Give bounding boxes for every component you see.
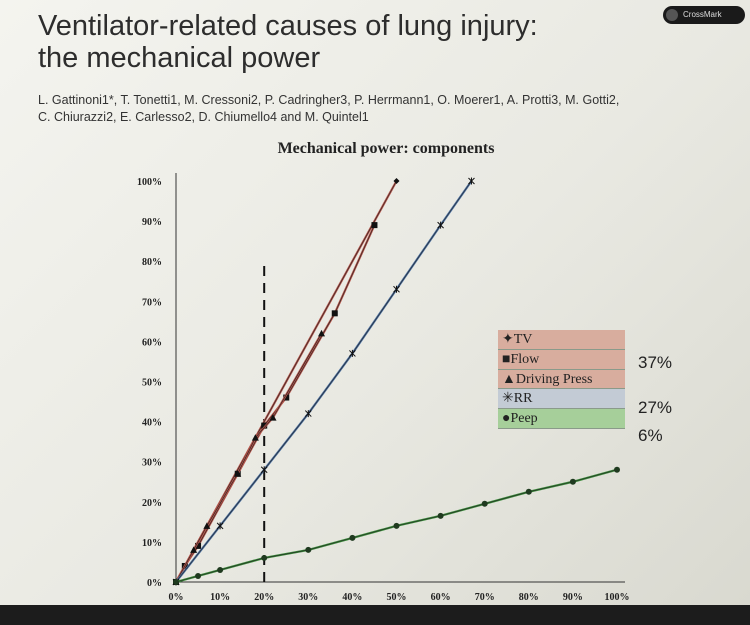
legend-label: Flow [510,351,540,367]
percentage-red-group: 37% [638,353,673,372]
legend-label: TV [513,332,533,347]
y-tick-label: 80% [142,257,162,268]
data-point-peep [481,500,488,507]
data-point-rr [468,177,475,185]
y-tick-label: 20% [142,498,162,509]
data-point-flow [283,394,290,401]
data-point-driving-press [269,414,277,421]
data-point-driving-press [318,329,326,337]
data-point-peep [393,522,400,529]
y-tick-label: 40% [142,418,162,429]
data-point-flow [261,422,268,429]
x-tick-label: 0% [169,592,184,603]
series-core-rr [175,180,472,583]
x-tick-label: 50% [387,592,407,603]
legend-label: Peep [510,411,538,427]
title-line-1: Ventilator-related causes of lung injury… [38,10,538,42]
y-tick-label: 50% [142,378,162,389]
slide: Ventilator-related causes of lung injury… [0,0,750,605]
crossmark-logo[interactable]: CrossMark [663,6,745,24]
legend-entry-tv: ✦TV [498,330,625,350]
data-point-rr [437,221,444,229]
crossmark-icon [666,9,678,21]
x-tick-label: 80% [519,592,539,603]
data-point-peep [525,488,532,495]
legend-entry-rr: ✳RR [498,389,625,410]
legend-bullet: ● [502,411,511,427]
legend-bullet: ✦ [502,332,514,347]
y-tick-label: 100% [137,177,162,188]
x-tick-label: 20% [254,592,274,603]
legend-label: RR [513,391,533,407]
data-point-rr [349,349,356,357]
author-list: L. Gattinoni1*, T. Tonetti1, M. Cressoni… [38,92,688,126]
data-point-driving-press [190,546,198,553]
legend-bullet: ■ [502,351,511,367]
data-point-peep [173,579,179,585]
y-tick-label: 30% [142,458,162,469]
percentage-rr: 27% [638,398,673,417]
x-tick-label: 70% [475,592,495,603]
x-tick-label: 40% [342,592,362,603]
data-point-peep [569,478,576,485]
data-point-flow [331,310,338,317]
data-point-driving-press [251,434,259,441]
data-point-driving-press [203,522,211,529]
data-point-peep [349,534,356,541]
screen-bezel [0,605,750,625]
chart-legend: ✦TV ■Flow ▲Driving Press ✳RR ●Peep [498,330,625,449]
legend-entry-driving-press: ▲Driving Press [498,369,625,390]
x-tick-label: 30% [298,592,318,603]
authors-line-2: C. Chiurazzi2, E. Carlesso2, D. Chiumell… [38,110,369,124]
data-point-rr [260,466,268,474]
data-point-rr [216,522,224,530]
y-tick-label: 0% [147,578,162,589]
percentage-peep: 6% [638,426,663,445]
data-point-flow [371,222,378,229]
data-point-peep [261,554,268,561]
legend-entry-peep: ●Peep [498,409,625,429]
legend-bullet: ▲ [502,371,516,387]
data-point-peep [437,512,444,519]
y-tick-label: 90% [142,217,162,228]
data-point-rr [393,285,400,293]
data-point-peep [305,546,312,553]
mechanical-power-chart: Mechanical power: components 0% 10% 20% 30% 4… [137,140,630,603]
x-tick-label: 60% [431,592,451,603]
series-line-rr [175,180,473,583]
legend-label: Driving Press [515,371,593,387]
y-tick-label: 10% [142,538,162,549]
data-point-driving-press [234,470,242,477]
title-line-2: the mechanical power [38,42,321,74]
data-point-peep [217,566,224,573]
chart-title: Mechanical power: components [278,140,495,157]
x-tick-label: 10% [210,592,230,603]
data-point-peep [195,572,202,579]
data-point-rr [304,410,312,418]
y-tick-label: 60% [142,337,162,348]
crossmark-label: CrossMark [683,10,722,19]
authors-line-1: L. Gattinoni1*, T. Tonetti1, M. Cressoni… [38,93,620,107]
data-point-tv [393,178,400,184]
legend-bullet: ✳ [502,391,514,407]
y-tick-label: 70% [142,297,162,308]
x-tick-label: 90% [563,592,583,603]
slide-title: Ventilator-related causes of lung injury… [38,10,538,74]
legend-entry-flow: ■Flow [498,349,625,370]
x-tick-label: 100% [605,592,630,603]
data-point-peep [614,466,620,473]
data-point-flow [195,542,202,549]
series-core-peep [175,469,618,583]
